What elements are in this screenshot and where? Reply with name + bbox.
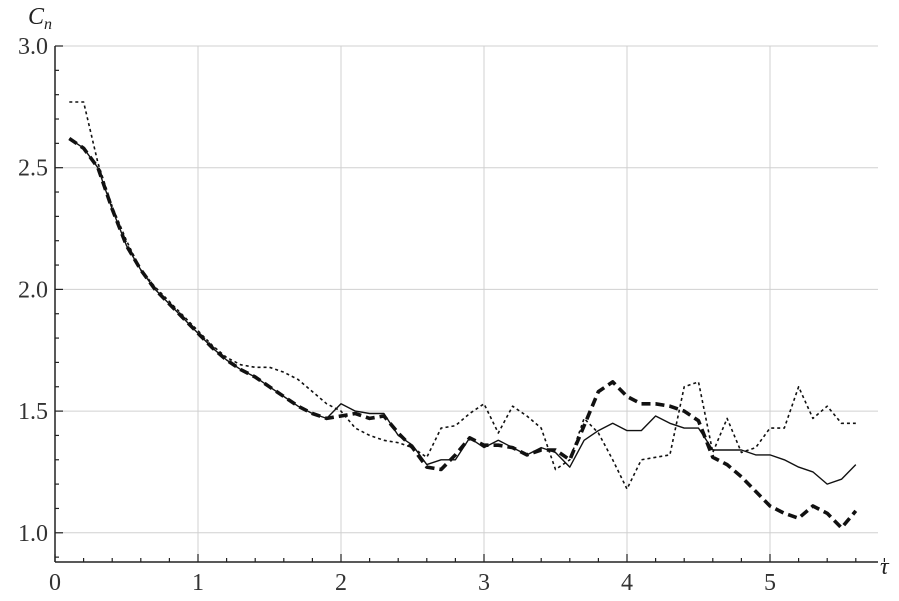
y-tick-label-2: 2.0 xyxy=(18,277,48,303)
series-line-dashed-thick xyxy=(68,137,858,530)
y-axis-label-main: C xyxy=(28,4,45,30)
x-tick-label-4: 4 xyxy=(621,570,633,596)
x-axis-label: τ xyxy=(880,554,890,580)
grid-lines xyxy=(55,45,878,562)
y-tick-label-1: 1.5 xyxy=(18,399,48,425)
axes xyxy=(54,46,878,563)
series-line-solid-thin xyxy=(68,137,857,485)
x-tick-label-2: 2 xyxy=(335,570,347,596)
x-tick-label-5: 5 xyxy=(764,570,776,596)
ticks: 0 1 2 3 4 5 1.0 1.5 2.0 2.5 3.0 xyxy=(18,34,886,596)
y-tick-label-3: 2.5 xyxy=(18,156,48,182)
x-tick-label-3: 3 xyxy=(478,570,490,596)
x-tick-label-1: 1 xyxy=(192,570,204,596)
series-group xyxy=(68,101,858,530)
y-tick-label-4: 3.0 xyxy=(18,34,48,60)
y-axis-label-sub: n xyxy=(44,16,52,33)
y-tick-label-0: 1.0 xyxy=(18,521,48,547)
series-line-dotted xyxy=(69,101,856,490)
y-axis-label: Cn xyxy=(28,4,52,33)
x-tick-label-0: 0 xyxy=(49,570,61,596)
